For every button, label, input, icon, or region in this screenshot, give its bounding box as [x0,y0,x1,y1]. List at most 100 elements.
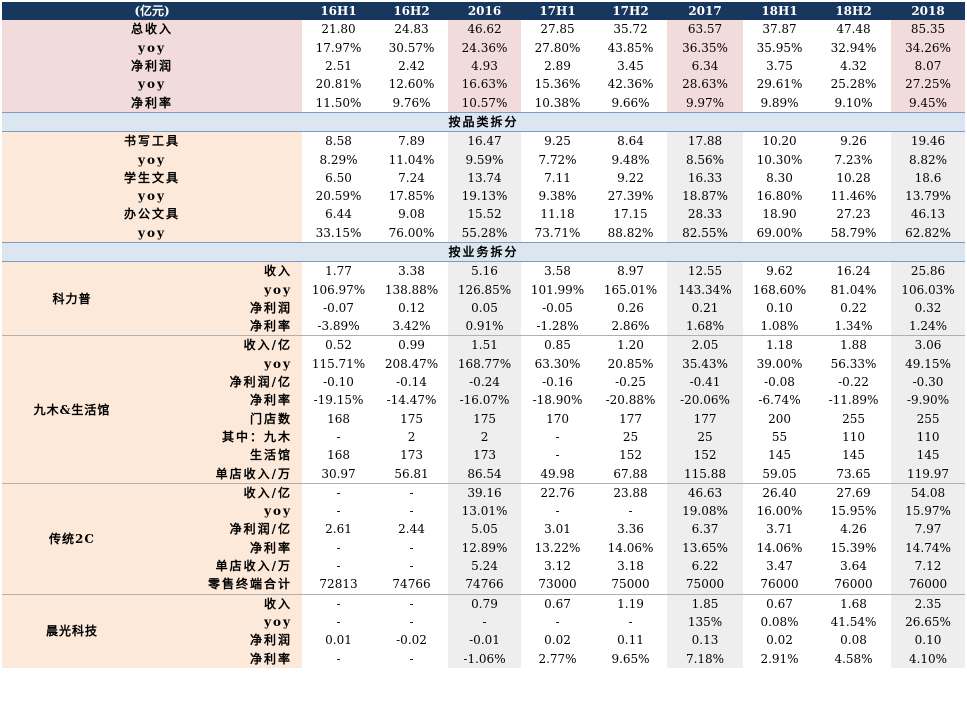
value-cell: 6.50 [325,170,352,185]
value-cell: 9.26 [840,134,867,149]
value-cell: 173 [448,446,522,465]
value-cell: 10.57% [448,93,522,113]
value-cell: 6.34 [667,56,744,76]
value-cell: 10.20 [762,134,797,149]
value-cell: 8.29% [319,152,358,167]
row-label: 净利率 [142,391,303,410]
value-cell: 74766 [448,575,522,594]
value-cell: 7.23% [834,152,873,167]
value-cell: 145 [768,448,791,463]
value-cell: 101.99% [530,282,585,297]
value-cell: 39.16 [448,482,522,503]
col-header: 16H2 [375,2,449,21]
value-cell: 0.52 [302,335,376,355]
value-cell: 0.26 [617,300,644,315]
financial-table: (亿元) 16H1 16H2 2016 17H1 17H2 2017 18H1 … [2,2,966,668]
value-cell: 200 [768,411,791,426]
value-cell: 12.55 [667,261,744,281]
value-cell: 10.30% [756,152,803,167]
value-cell: 15.95% [830,504,877,519]
product-row: 学生文具 6.50 7.24 13.74 7.11 9.22 16.33 8.30 10.28 1… [2,168,966,187]
value-cell: 27.80% [534,40,581,55]
value-cell: 49.98 [540,466,575,481]
value-cell: 15.97% [891,502,966,521]
value-cell: 5.05 [448,520,522,539]
row-label: 净利率 [142,649,303,668]
business-row: 九木&生活馆 收入/亿 0.52 0.99 1.51 0.85 1.20 2.05 1.18 1.… [2,335,966,484]
value-cell: 41.54% [830,614,877,629]
value-cell: 0.08% [760,614,799,629]
value-cell: 55 [771,429,788,444]
business-row: 其中：九木 - 2 2 - 25 25 55 110 110 [2,427,966,447]
value-cell: -14.47% [386,393,437,408]
summary-row: 总收入 21.80 24.83 46.62 27.85 35.72 63.57 37.87 47… [2,20,966,39]
value-cell: 30.57% [388,40,435,55]
row-label: yoy [142,280,303,299]
value-cell: 9.10% [834,95,873,110]
business-row: 净利率 - - -1.06% 2.77% 9.65% 7.18% 2.91% 4.58% 4.10… [2,649,966,668]
value-cell: 9.66% [611,95,650,110]
value-cell: -0.30 [891,372,966,392]
value-cell: 208.47% [384,356,439,371]
value-cell: 55.28% [448,223,522,243]
col-header: 2016 [448,2,522,21]
value-cell: -18.90% [532,393,583,408]
value-cell: 3.12 [544,559,571,574]
business-row: 净利率 -3.89% 3.42% 0.91% -1.28% 2.86% 1.68% 1.08%… [2,317,966,336]
value-cell: 63.30% [534,356,581,371]
row-label: 净利率 [142,538,303,557]
value-cell: 13.22% [534,540,581,555]
value-cell: 0.99 [375,335,449,355]
value-cell: 3.45 [617,59,644,74]
value-cell: 5.16 [448,261,522,281]
value-cell: 106.03% [891,280,966,299]
value-cell: 9.97% [667,93,744,113]
value-cell: 0.11 [617,633,644,648]
unit-header: (亿元) [2,2,303,21]
value-cell: -19.15% [313,393,364,408]
value-cell: 3.38 [375,261,449,281]
value-cell: -0.01 [448,631,522,650]
row-label: 净利率 [142,317,303,336]
value-cell: 0.02 [544,633,571,648]
value-cell: 110 [842,429,865,444]
row-label: 其中：九木 [142,427,303,447]
business-row: 零售终端合计 72813 74766 74766 73000 75000 75000 7600… [2,575,966,594]
value-cell: -0.10 [323,375,354,390]
value-cell: 0.01 [325,633,352,648]
value-cell: 82.55% [667,223,744,243]
row-label: 单店收入/万 [142,556,303,576]
business-row: 净利润/亿 -0.10 -0.14 -0.24 -0.16 -0.25 -0.41 -0.08… [2,372,966,392]
value-cell: 62.82% [891,223,966,243]
row-label: yoy [142,502,303,521]
value-cell: 145 [842,448,865,463]
business-row: yoy - - - - - 135% 0.08% 41.54% 26.65% [2,612,966,632]
value-cell: - [555,429,560,444]
value-cell: - [336,540,341,555]
value-cell: 0.10 [891,631,966,650]
value-cell: 23.88 [594,482,668,503]
value-cell: 47.48 [836,22,871,37]
value-cell: 76.00% [388,225,435,240]
value-cell: - [302,593,376,613]
value-cell: 175 [448,409,522,428]
value-cell: -11.89% [828,393,879,408]
value-cell: 1.68 [816,593,892,613]
value-cell: 35.72 [613,22,648,37]
summary-row: yoy 17.97% 30.57% 24.36% 27.80% 43.85% 36.35% 3… [2,38,966,57]
value-cell: 145 [891,446,966,465]
col-header: 18H1 [743,2,817,21]
value-cell: 1.77 [302,261,376,281]
value-cell: -20.06% [667,391,744,410]
value-cell: 24.36% [448,38,522,57]
value-cell: 4.58% [834,651,873,666]
value-cell: -20.88% [605,393,656,408]
value-cell: 9.76% [392,95,431,110]
value-cell: 3.36 [617,522,644,537]
value-cell: 36.35% [667,38,744,57]
value-cell: 8.56% [667,150,744,169]
business-row: 门店数 168 175 175 170 177 177 200 255 255 [2,409,966,428]
row-label: 收入 [142,593,303,613]
col-header: 18H2 [816,2,892,21]
value-cell: 74766 [392,577,431,592]
